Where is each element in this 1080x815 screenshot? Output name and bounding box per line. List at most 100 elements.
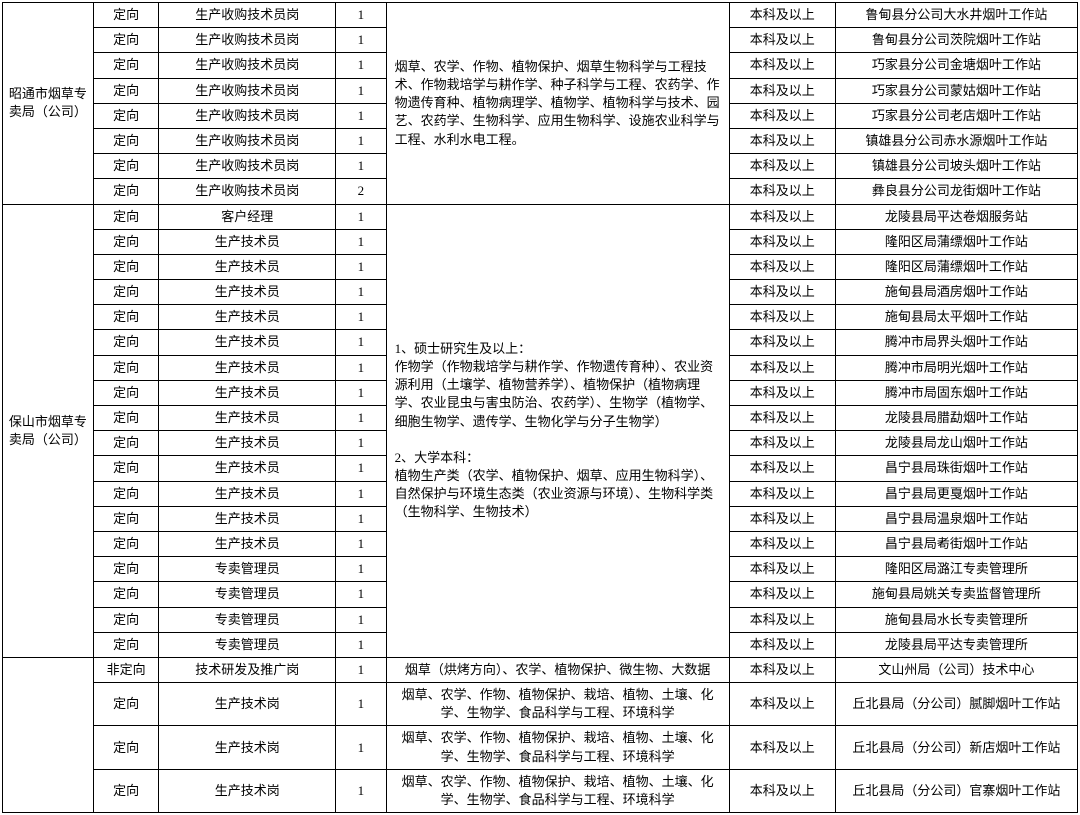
count-cell: 1 [336,456,386,481]
position-cell: 生产收购技术员岗 [159,28,336,53]
degree-cell: 本科及以上 [729,3,835,28]
position-cell: 生产技术岗 [159,683,336,726]
position-cell: 生产收购技术员岗 [159,128,336,153]
count-cell: 1 [336,78,386,103]
degree-cell: 本科及以上 [729,657,835,682]
position-cell: 生产技术员 [159,355,336,380]
degree-cell: 本科及以上 [729,607,835,632]
degree-cell: 本科及以上 [729,78,835,103]
unit-cell: 彝良县分公司龙街烟叶工作站 [835,179,1077,204]
orientation-cell: 定向 [93,726,159,769]
count-cell: 1 [336,506,386,531]
count-cell: 1 [336,28,386,53]
position-cell: 生产技术员 [159,431,336,456]
position-cell: 技术研发及推广岗 [159,657,336,682]
count-cell: 1 [336,3,386,28]
orientation-cell: 定向 [93,154,159,179]
degree-cell: 本科及以上 [729,179,835,204]
orientation-cell: 定向 [93,431,159,456]
orientation-cell: 定向 [93,229,159,254]
degree-cell: 本科及以上 [729,557,835,582]
orientation-cell: 定向 [93,28,159,53]
count-cell: 1 [336,406,386,431]
degree-cell: 本科及以上 [729,506,835,531]
degree-cell: 本科及以上 [729,582,835,607]
table-row: 定向生产技术岗1烟草、农学、作物、植物保护、栽培、植物、土壤、化学、生物学、食品… [3,769,1078,812]
table-row: 定向生产技术岗1烟草、农学、作物、植物保护、栽培、植物、土壤、化学、生物学、食品… [3,683,1078,726]
unit-cell: 鲁甸县分公司大水井烟叶工作站 [835,3,1077,28]
count-cell: 1 [336,380,386,405]
orientation-cell: 定向 [93,456,159,481]
recruitment-table: 昭通市烟草专卖局（公司）定向生产收购技术员岗1烟草、农学、作物、植物保护、烟草生… [2,2,1078,813]
unit-cell: 龙陵县局龙山烟叶工作站 [835,431,1077,456]
position-cell: 生产技术员 [159,330,336,355]
orientation-cell: 定向 [93,769,159,812]
position-cell: 专卖管理员 [159,582,336,607]
count-cell: 1 [336,531,386,556]
degree-cell: 本科及以上 [729,632,835,657]
degree-cell: 本科及以上 [729,103,835,128]
degree-cell: 本科及以上 [729,456,835,481]
major-cell: 烟草、农学、作物、植物保护、栽培、植物、土壤、化学、生物学、食品科学与工程、环境… [386,769,729,812]
bureau-cell [3,657,94,812]
count-cell: 1 [336,355,386,380]
unit-cell: 丘北县局（分公司）新店烟叶工作站 [835,726,1077,769]
orientation-cell: 定向 [93,78,159,103]
orientation-cell: 定向 [93,254,159,279]
orientation-cell: 定向 [93,305,159,330]
position-cell: 生产收购技术员岗 [159,179,336,204]
degree-cell: 本科及以上 [729,254,835,279]
count-cell: 1 [336,769,386,812]
position-cell: 专卖管理员 [159,607,336,632]
degree-cell: 本科及以上 [729,769,835,812]
orientation-cell: 定向 [93,355,159,380]
position-cell: 生产技术员 [159,506,336,531]
unit-cell: 昌宁县局更戛烟叶工作站 [835,481,1077,506]
count-cell: 1 [336,726,386,769]
degree-cell: 本科及以上 [729,204,835,229]
bureau-cell: 保山市烟草专卖局（公司） [3,204,94,657]
orientation-cell: 定向 [93,280,159,305]
count-cell: 1 [336,254,386,279]
position-cell: 生产技术员 [159,406,336,431]
orientation-cell: 定向 [93,3,159,28]
major-cell: 烟草、农学、作物、植物保护、烟草生物科学与工程技术、作物栽培学与耕作学、种子科学… [386,3,729,205]
orientation-cell: 定向 [93,557,159,582]
degree-cell: 本科及以上 [729,726,835,769]
bureau-cell: 昭通市烟草专卖局（公司） [3,3,94,205]
count-cell: 1 [336,330,386,355]
unit-cell: 施甸县局姚关专卖监督管理所 [835,582,1077,607]
degree-cell: 本科及以上 [729,128,835,153]
unit-cell: 昌宁县局温泉烟叶工作站 [835,506,1077,531]
count-cell: 1 [336,280,386,305]
position-cell: 生产技术员 [159,456,336,481]
count-cell: 1 [336,154,386,179]
orientation-cell: 定向 [93,506,159,531]
position-cell: 生产收购技术员岗 [159,78,336,103]
unit-cell: 龙陵县局平达卷烟服务站 [835,204,1077,229]
position-cell: 生产收购技术员岗 [159,53,336,78]
unit-cell: 龙陵县局平达专卖管理所 [835,632,1077,657]
degree-cell: 本科及以上 [729,380,835,405]
unit-cell: 巧家县分公司老店烟叶工作站 [835,103,1077,128]
position-cell: 生产收购技术员岗 [159,103,336,128]
position-cell: 生产技术岗 [159,769,336,812]
count-cell: 1 [336,128,386,153]
orientation-cell: 定向 [93,380,159,405]
count-cell: 1 [336,657,386,682]
major-cell: 1、硕士研究生及以上： 作物学（作物栽培学与耕作学、作物遗传育种）、农业资源利用… [386,204,729,657]
degree-cell: 本科及以上 [729,531,835,556]
orientation-cell: 定向 [93,128,159,153]
unit-cell: 昌宁县局耇街烟叶工作站 [835,531,1077,556]
unit-cell: 龙陵县局腊勐烟叶工作站 [835,406,1077,431]
count-cell: 2 [336,179,386,204]
count-cell: 1 [336,229,386,254]
unit-cell: 镇雄县分公司赤水源烟叶工作站 [835,128,1077,153]
position-cell: 生产技术员 [159,280,336,305]
table-row: 定向生产技术岗1烟草、农学、作物、植物保护、栽培、植物、土壤、化学、生物学、食品… [3,726,1078,769]
count-cell: 1 [336,632,386,657]
unit-cell: 腾冲市局明光烟叶工作站 [835,355,1077,380]
degree-cell: 本科及以上 [729,355,835,380]
table-row: 保山市烟草专卖局（公司）定向客户经理11、硕士研究生及以上： 作物学（作物栽培学… [3,204,1078,229]
unit-cell: 施甸县局酒房烟叶工作站 [835,280,1077,305]
